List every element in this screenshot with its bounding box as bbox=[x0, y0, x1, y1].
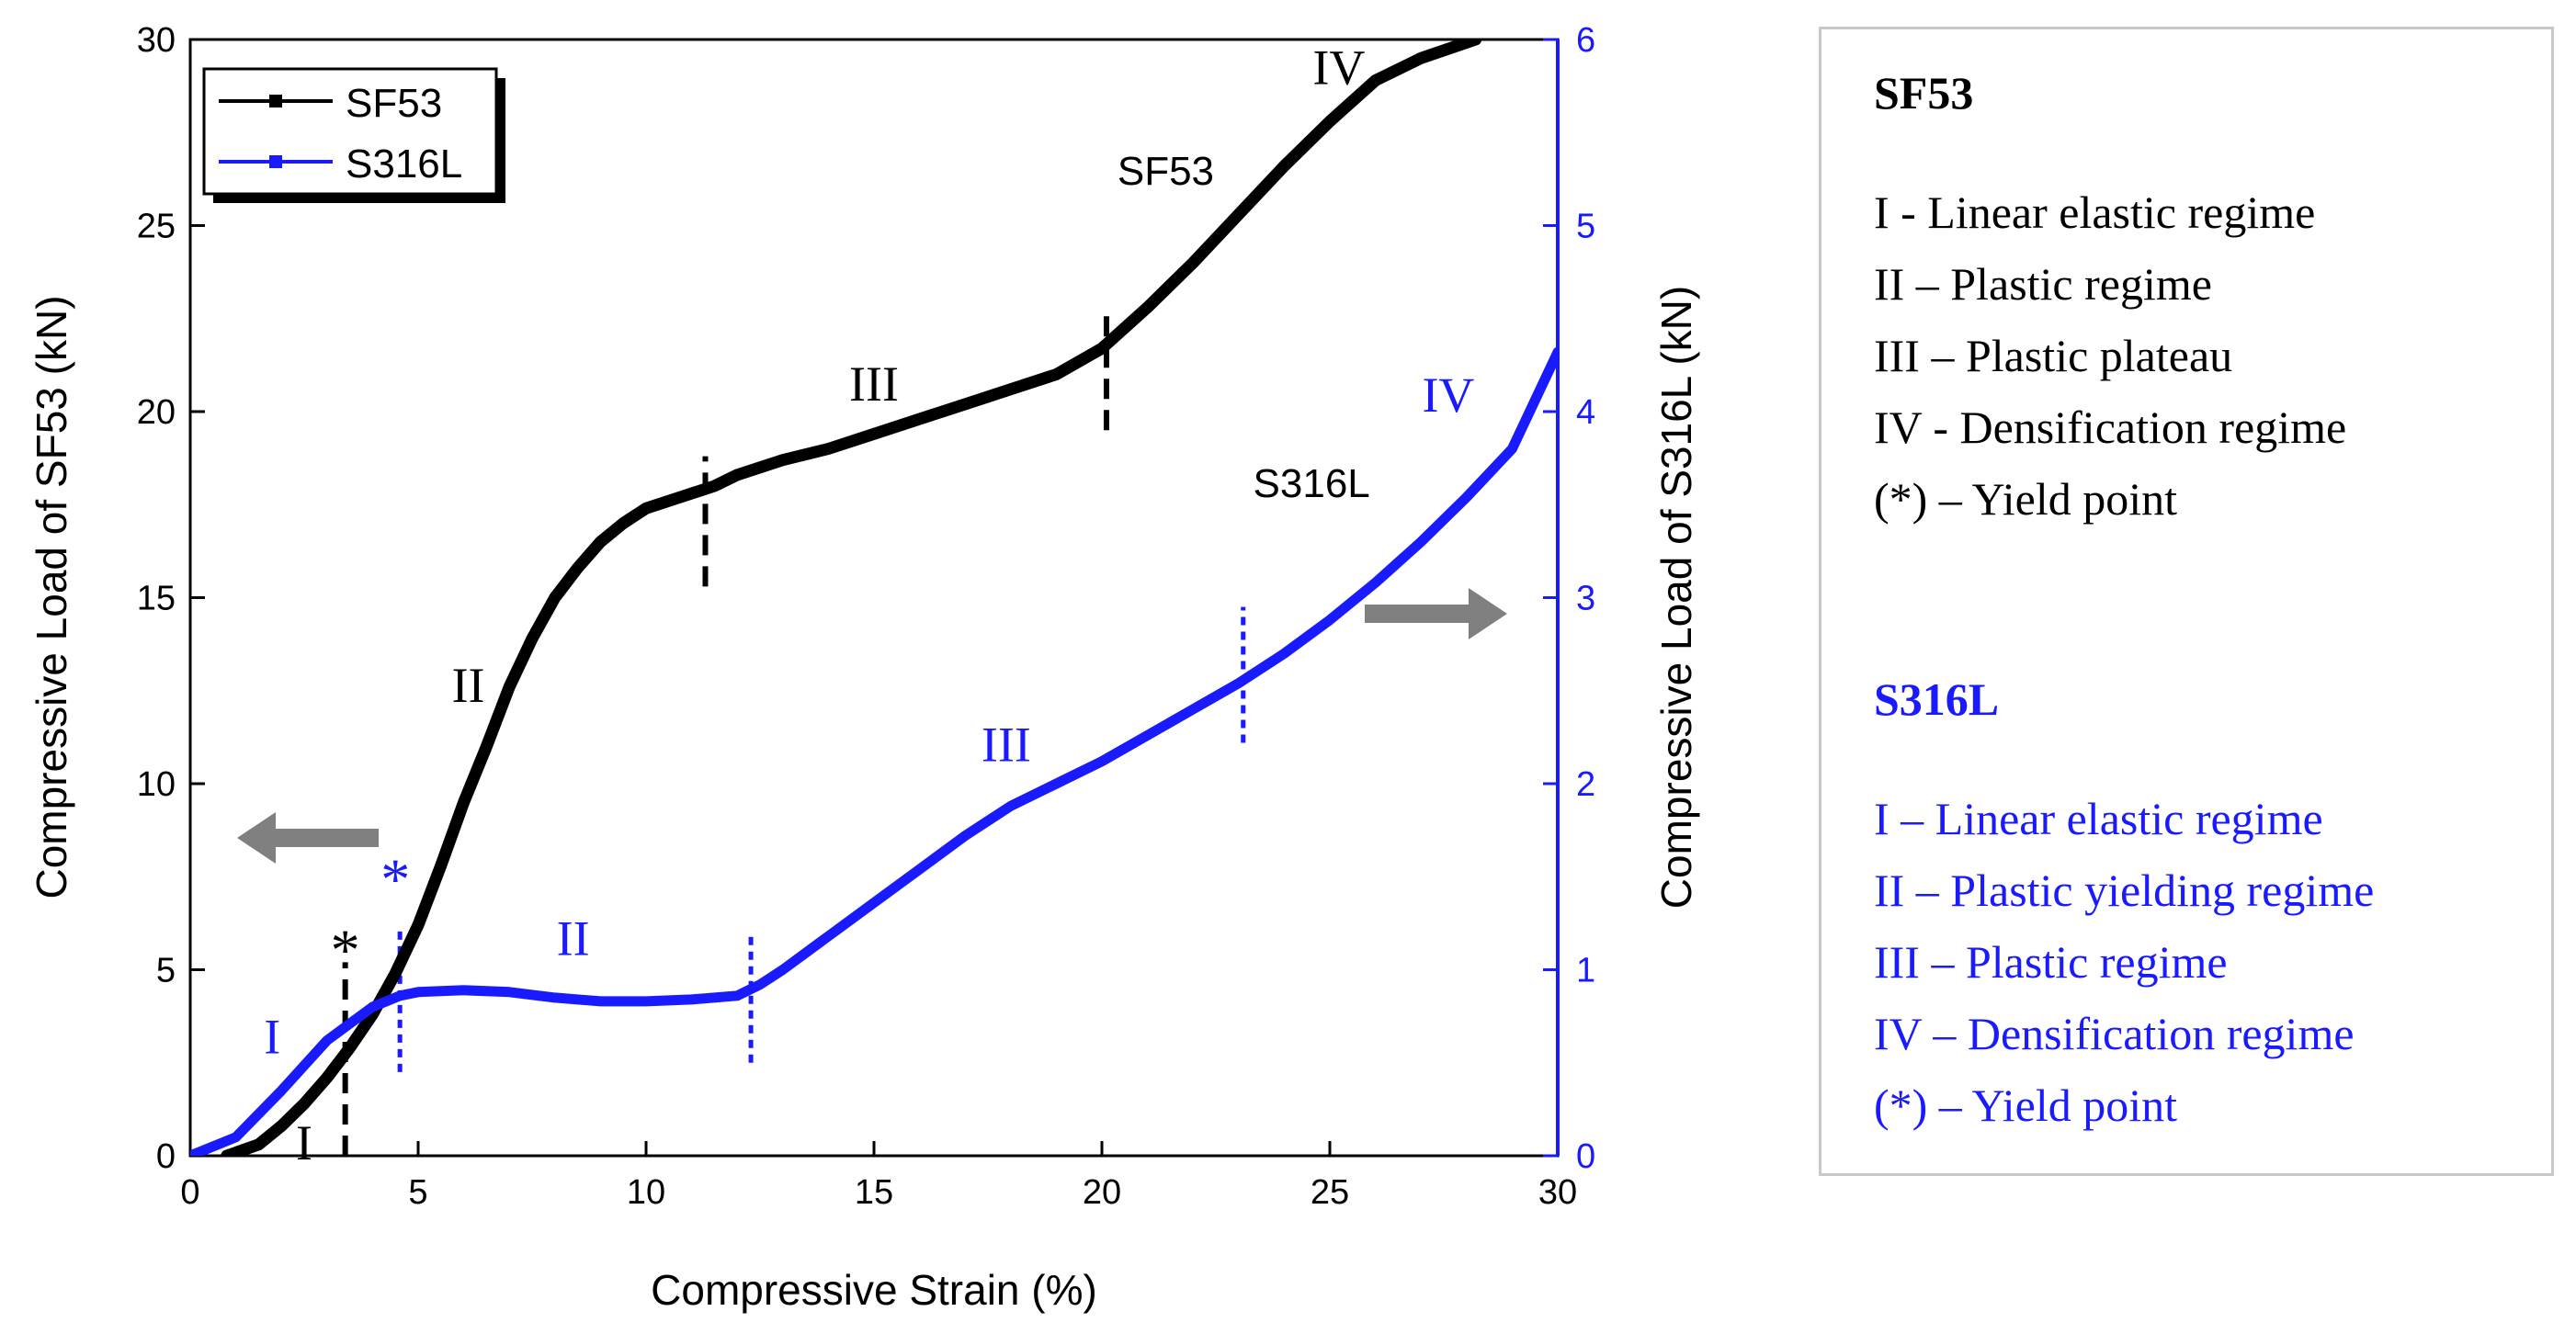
x-tick-label: 15 bbox=[855, 1173, 893, 1212]
s316l-legend-item-4: IV – Densification regime bbox=[1874, 1008, 2355, 1059]
x-tick-label: 30 bbox=[1538, 1173, 1577, 1212]
sf53-legend-item-3: III – Plastic plateau bbox=[1874, 330, 2233, 381]
s316l-legend-item-3: III – Plastic regime bbox=[1874, 936, 2228, 988]
left-y-axis-label: Compressive Load of SF53 (kN) bbox=[28, 295, 75, 899]
regime-label: I bbox=[296, 1115, 312, 1170]
y-left-tick-label: 5 bbox=[156, 952, 176, 990]
y-left-tick-label: 10 bbox=[137, 765, 176, 804]
right-y-axis-label: Compressive Load of S316L (kN) bbox=[1652, 286, 1700, 909]
sf53-legend-title: SF53 bbox=[1874, 67, 1974, 119]
regime-label: III bbox=[982, 718, 1031, 773]
y-right-tick-label: 6 bbox=[1576, 21, 1595, 60]
y-right-tick-label: 4 bbox=[1576, 393, 1595, 432]
chart-legend: SF53 S316L bbox=[202, 67, 505, 203]
s316l-legend-item-1: I – Linear elastic regime bbox=[1874, 793, 2323, 844]
y-left-tick-label: 25 bbox=[137, 208, 176, 246]
regime-legend-panel: SF53 I - Linear elastic regime II – Plas… bbox=[1819, 27, 2554, 1176]
x-axis-label: Compressive Strain (%) bbox=[651, 1266, 1097, 1314]
yield-point-marker: * bbox=[380, 847, 410, 912]
regime-label: II bbox=[557, 910, 590, 966]
s316l-legend-title: S316L bbox=[1874, 673, 2000, 725]
series-name-label: SF53 bbox=[1118, 149, 1214, 194]
x-tick-label: 25 bbox=[1311, 1173, 1349, 1212]
legend-s316l-label: S316L bbox=[346, 141, 462, 187]
legend-s316l-marker bbox=[269, 155, 282, 168]
legend-sf53-label: SF53 bbox=[346, 81, 442, 126]
x-tick-label: 5 bbox=[408, 1173, 427, 1212]
sf53-legend-item-2: II – Plastic regime bbox=[1874, 258, 2212, 310]
s316l-legend-item-5: (*) – Yield point bbox=[1874, 1080, 2178, 1131]
regime-label: IV bbox=[1312, 40, 1365, 96]
y-right-tick-label: 5 bbox=[1576, 208, 1595, 246]
regime-label: I bbox=[264, 1010, 280, 1065]
x-tick-label: 10 bbox=[627, 1173, 665, 1212]
y-right-tick-label: 2 bbox=[1576, 765, 1595, 804]
y-right-tick-label: 3 bbox=[1576, 580, 1595, 618]
sf53-legend-item-4: IV - Densification regime bbox=[1874, 401, 2347, 453]
regime-label: II bbox=[452, 658, 485, 713]
x-tick-label: 0 bbox=[180, 1173, 199, 1212]
y-left-tick-label: 20 bbox=[137, 393, 176, 432]
y-right-tick-label: 0 bbox=[1576, 1137, 1595, 1176]
s316l-legend-item-2: II – Plastic yielding regime bbox=[1874, 865, 2375, 916]
left-axis-arrow bbox=[237, 812, 379, 864]
y-left-tick-label: 0 bbox=[156, 1137, 176, 1176]
y-left-tick-label: 15 bbox=[137, 580, 176, 618]
right-axis-arrow bbox=[1365, 588, 1507, 639]
sf53-legend-item-5: (*) – Yield point bbox=[1874, 473, 2178, 525]
y-left-tick-label: 30 bbox=[137, 21, 176, 60]
regime-label: IV bbox=[1422, 367, 1474, 423]
series-name-label: S316L bbox=[1254, 461, 1370, 506]
x-tick-label: 20 bbox=[1083, 1173, 1121, 1212]
yield-point-marker: * bbox=[331, 918, 360, 983]
sf53-legend-item-1: I - Linear elastic regime bbox=[1874, 187, 2316, 238]
regime-label: III bbox=[849, 356, 899, 412]
series-line-s316l bbox=[190, 346, 1558, 1156]
y-right-tick-label: 1 bbox=[1576, 952, 1595, 990]
legend-sf53-marker bbox=[269, 95, 282, 107]
